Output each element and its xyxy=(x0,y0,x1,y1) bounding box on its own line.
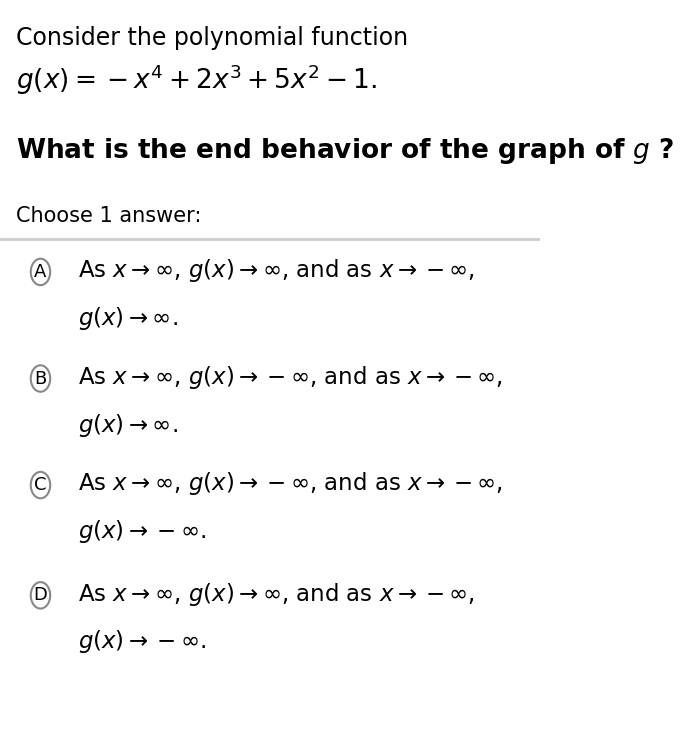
Text: $g(x) \rightarrow \infty$.: $g(x) \rightarrow \infty$. xyxy=(78,305,178,332)
Text: A: A xyxy=(34,263,47,281)
Text: $g(x) = -x^4 + 2x^3 + 5x^2 - 1.$: $g(x) = -x^4 + 2x^3 + 5x^2 - 1.$ xyxy=(16,62,377,97)
Text: $g(x) \rightarrow \infty$.: $g(x) \rightarrow \infty$. xyxy=(78,412,178,439)
Text: As $x \rightarrow \infty$, $g(x) \rightarrow -\infty$, and as $x \rightarrow -\i: As $x \rightarrow \infty$, $g(x) \righta… xyxy=(78,470,503,498)
Text: B: B xyxy=(34,370,47,387)
Text: Consider the polynomial function: Consider the polynomial function xyxy=(16,26,408,50)
Text: As $x \rightarrow \infty$, $g(x) \rightarrow \infty$, and as $x \rightarrow -\in: As $x \rightarrow \infty$, $g(x) \righta… xyxy=(78,257,475,284)
Text: Choose 1 answer:: Choose 1 answer: xyxy=(16,206,202,226)
Text: What is the end behavior of the graph of $g$ ?: What is the end behavior of the graph of… xyxy=(16,136,674,166)
Text: As $x \rightarrow \infty$, $g(x) \rightarrow -\infty$, and as $x \rightarrow -\i: As $x \rightarrow \infty$, $g(x) \righta… xyxy=(78,364,503,391)
Text: D: D xyxy=(34,587,47,604)
Text: C: C xyxy=(34,476,47,494)
Text: $g(x) \rightarrow -\infty$.: $g(x) \rightarrow -\infty$. xyxy=(78,628,207,656)
Text: As $x \rightarrow \infty$, $g(x) \rightarrow \infty$, and as $x \rightarrow -\in: As $x \rightarrow \infty$, $g(x) \righta… xyxy=(78,581,475,608)
Text: $g(x) \rightarrow -\infty$.: $g(x) \rightarrow -\infty$. xyxy=(78,518,207,545)
